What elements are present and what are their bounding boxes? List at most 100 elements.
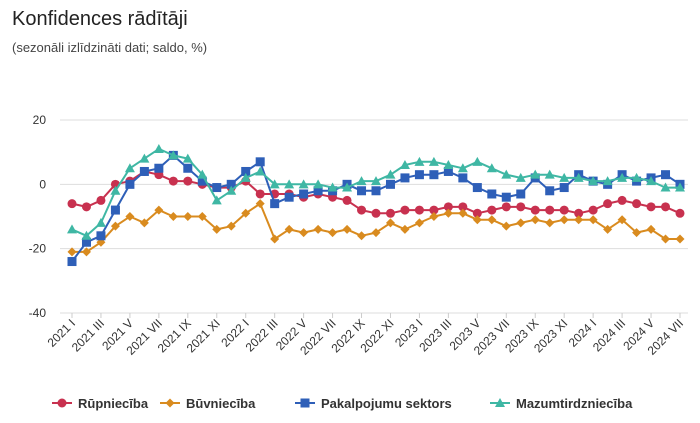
data-point (168, 176, 178, 186)
data-point (110, 205, 120, 215)
data-point (501, 221, 511, 231)
data-point (516, 218, 526, 228)
data-point (472, 183, 482, 193)
data-point (342, 182, 353, 192)
data-point (516, 189, 526, 199)
data-point (603, 199, 613, 209)
data-point (299, 189, 309, 199)
data-point (125, 212, 135, 221)
chart-title: Konfidences rādītāji (12, 8, 188, 30)
data-point (457, 163, 468, 173)
data-point (81, 247, 91, 257)
data-point (429, 170, 439, 180)
legend-item[interactable]: Pakalpojumu sektors (295, 396, 452, 411)
data-point (501, 202, 511, 212)
data-point (168, 212, 178, 221)
data-point (255, 199, 265, 209)
data-point (385, 218, 395, 228)
data-point (443, 208, 453, 218)
data-point (183, 212, 193, 221)
data-point (357, 231, 367, 241)
data-point (96, 195, 106, 205)
data-point (95, 217, 106, 227)
data-point (559, 205, 569, 215)
data-point (183, 176, 193, 186)
data-point (487, 205, 497, 215)
data-point (559, 215, 569, 225)
data-point (661, 234, 671, 244)
y-axis-ticks: 20 0 -20 -40 (29, 113, 47, 320)
data-point (357, 205, 367, 215)
data-point (110, 221, 120, 231)
data-point (284, 179, 295, 189)
data-point (544, 169, 555, 179)
data-point (429, 212, 439, 221)
legend-label: Rūpniecība (78, 396, 149, 411)
chart-subtitle: (sezonāli izlīdzināti dati; saldo, %) (12, 40, 208, 55)
data-point (270, 199, 280, 209)
data-point (241, 166, 251, 176)
legend[interactable]: Rūpniecība Būvniecība Pakalpojumu sektors M… (52, 396, 633, 411)
data-point (602, 176, 613, 186)
data-point (153, 143, 164, 153)
data-point (299, 228, 309, 238)
data-point (617, 195, 627, 205)
data-point (284, 192, 294, 202)
data-point (226, 179, 236, 189)
data-point (559, 172, 570, 182)
data-point (414, 170, 424, 180)
y-tick-label: -20 (29, 242, 47, 256)
data-point (385, 169, 396, 179)
data-point (545, 205, 555, 215)
data-point (661, 170, 671, 180)
data-point (574, 215, 584, 225)
data-point (458, 208, 468, 218)
x-tick-label: 2021 III (69, 316, 107, 354)
data-point (588, 215, 598, 225)
data-point (632, 228, 642, 238)
data-point (81, 230, 92, 240)
data-point (428, 156, 439, 166)
data-point (81, 202, 91, 212)
x-tick-label: 2022 III (243, 316, 281, 354)
data-point (646, 176, 657, 186)
data-point (573, 172, 584, 182)
data-point (81, 237, 91, 247)
data-point (255, 157, 265, 167)
data-point (516, 202, 526, 212)
data-point (617, 215, 627, 225)
legend-item[interactable]: Būvniecība (160, 396, 256, 411)
data-point (212, 183, 222, 193)
data-point (501, 169, 512, 179)
y-tick-label: 20 (33, 113, 47, 127)
data-point (212, 224, 222, 234)
legend-label: Būvniecība (186, 396, 256, 411)
legend-label: Mazumtirdzniecība (516, 396, 633, 411)
data-point (371, 228, 381, 238)
data-point (646, 224, 656, 234)
data-point (371, 186, 381, 196)
data-point (371, 176, 381, 186)
legend-item[interactable]: Mazumtirdzniecība (490, 396, 633, 411)
data-point (284, 224, 294, 234)
data-point (617, 172, 628, 182)
data-point (675, 208, 685, 218)
data-point (458, 173, 468, 183)
data-point (226, 185, 237, 195)
data-point (400, 173, 410, 183)
data-point (154, 205, 164, 215)
data-point (588, 176, 599, 186)
data-point (313, 224, 323, 234)
legend-marker (300, 398, 310, 408)
data-point (400, 224, 410, 234)
legend-item[interactable]: Rūpniecība (52, 396, 149, 411)
data-point (67, 199, 77, 209)
data-point (385, 179, 395, 189)
data-point (197, 176, 207, 186)
data-point (458, 202, 468, 212)
legend-marker (57, 398, 67, 408)
data-point (211, 195, 222, 205)
data-point (67, 257, 77, 267)
data-point (168, 150, 179, 160)
